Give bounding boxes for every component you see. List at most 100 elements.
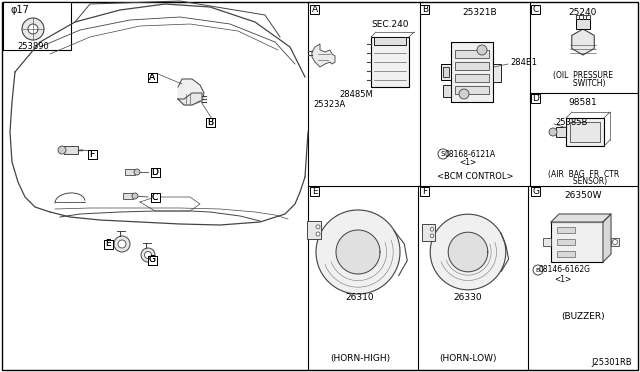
Circle shape [549, 128, 557, 136]
Circle shape [28, 24, 38, 34]
Circle shape [316, 232, 320, 236]
Text: 284B1: 284B1 [510, 58, 537, 67]
FancyBboxPatch shape [531, 186, 541, 196]
Text: G: G [532, 186, 540, 196]
FancyBboxPatch shape [420, 186, 429, 196]
Bar [64, 146, 78, 154]
Circle shape [118, 240, 126, 248]
Text: D: D [152, 167, 159, 176]
Bar [570, 122, 600, 142]
FancyBboxPatch shape [150, 192, 159, 202]
Polygon shape [178, 79, 204, 105]
Text: 26310: 26310 [346, 294, 374, 302]
Circle shape [477, 45, 487, 55]
Polygon shape [178, 93, 202, 105]
Text: 28485M: 28485M [339, 90, 373, 99]
FancyBboxPatch shape [531, 93, 541, 103]
FancyBboxPatch shape [147, 256, 157, 264]
FancyBboxPatch shape [104, 240, 113, 248]
Polygon shape [603, 214, 611, 262]
Text: (BUZZER): (BUZZER) [561, 312, 605, 321]
Bar [123, 193, 133, 199]
Circle shape [22, 18, 44, 40]
Bar [566, 118, 604, 146]
Bar [455, 74, 489, 82]
Circle shape [533, 265, 543, 275]
Text: SWITCH): SWITCH) [561, 78, 605, 87]
Bar [443, 85, 451, 97]
Text: G: G [148, 256, 156, 264]
FancyBboxPatch shape [205, 118, 214, 126]
Text: E: E [312, 186, 318, 196]
FancyBboxPatch shape [88, 150, 97, 158]
Bar [3, 2, 71, 50]
FancyBboxPatch shape [88, 150, 97, 158]
Circle shape [612, 240, 618, 244]
Text: φ17: φ17 [11, 5, 29, 15]
Circle shape [316, 225, 320, 229]
Text: <1>: <1> [460, 157, 477, 167]
Bar [374, 37, 406, 45]
Text: 25240: 25240 [569, 7, 597, 16]
FancyBboxPatch shape [420, 4, 429, 13]
Text: A: A [312, 4, 318, 13]
Text: (HORN-HIGH): (HORN-HIGH) [330, 355, 390, 363]
Polygon shape [572, 29, 595, 55]
Polygon shape [316, 210, 400, 294]
FancyBboxPatch shape [104, 240, 113, 248]
Text: B: B [422, 4, 428, 13]
FancyBboxPatch shape [205, 118, 214, 126]
FancyBboxPatch shape [147, 73, 157, 81]
Text: 26350W: 26350W [564, 190, 602, 199]
Circle shape [132, 193, 138, 199]
Text: SENSOR): SENSOR) [561, 176, 607, 186]
Circle shape [58, 146, 66, 154]
Text: 08168-6121A: 08168-6121A [444, 150, 495, 158]
Text: <BCM CONTROL>: <BCM CONTROL> [436, 171, 513, 180]
Bar [371, 37, 409, 87]
Bar [455, 86, 489, 94]
Text: 26330: 26330 [454, 294, 483, 302]
Bar [455, 50, 489, 58]
Bar [557, 251, 575, 257]
Circle shape [145, 251, 152, 259]
Circle shape [438, 149, 448, 159]
FancyBboxPatch shape [150, 167, 159, 176]
Polygon shape [551, 214, 611, 222]
Text: 25323A: 25323A [314, 99, 346, 109]
Text: (OIL  PRESSURE: (OIL PRESSURE [553, 71, 613, 80]
FancyBboxPatch shape [150, 192, 159, 202]
Text: 08146-6162G: 08146-6162G [539, 266, 591, 275]
Text: D: D [152, 167, 159, 176]
Text: <1>: <1> [554, 275, 572, 283]
FancyBboxPatch shape [147, 256, 157, 264]
Bar [125, 169, 135, 175]
Text: E: E [105, 240, 111, 248]
Text: C: C [533, 4, 539, 13]
Bar [422, 224, 435, 241]
Circle shape [141, 248, 155, 262]
FancyBboxPatch shape [147, 73, 157, 81]
Bar [557, 239, 575, 245]
FancyBboxPatch shape [310, 4, 319, 13]
Bar [557, 227, 575, 233]
Text: A: A [149, 73, 155, 81]
Text: 25385B: 25385B [555, 118, 588, 126]
Circle shape [114, 236, 130, 252]
FancyBboxPatch shape [150, 167, 159, 176]
Text: J25301RB: J25301RB [591, 358, 632, 367]
Bar [556, 127, 566, 137]
Polygon shape [312, 44, 335, 67]
Text: D: D [532, 93, 540, 103]
Bar [443, 67, 449, 77]
Bar [455, 62, 489, 70]
Text: F: F [90, 150, 95, 158]
FancyBboxPatch shape [310, 186, 319, 196]
FancyBboxPatch shape [531, 4, 541, 13]
Text: 253890: 253890 [17, 42, 49, 51]
Text: E: E [105, 240, 111, 248]
Text: SEC.240: SEC.240 [371, 19, 409, 29]
Text: C: C [152, 192, 158, 202]
Text: G: G [148, 256, 156, 264]
Text: 25321B: 25321B [463, 7, 497, 16]
